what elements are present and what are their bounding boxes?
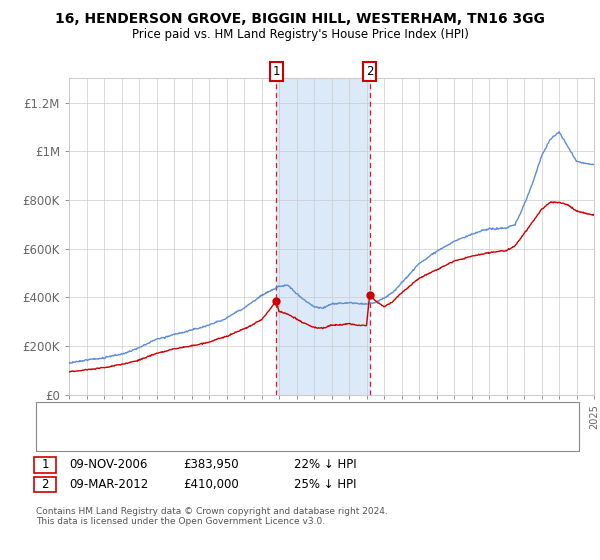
Text: 2: 2 <box>41 478 49 491</box>
Text: 16, HENDERSON GROVE, BIGGIN HILL, WESTERHAM, TN16 3GG (detached house): 16, HENDERSON GROVE, BIGGIN HILL, WESTER… <box>68 410 492 421</box>
Text: 09-MAR-2012: 09-MAR-2012 <box>69 478 148 491</box>
Text: —: — <box>45 408 61 423</box>
Text: 16, HENDERSON GROVE, BIGGIN HILL, WESTERHAM, TN16 3GG: 16, HENDERSON GROVE, BIGGIN HILL, WESTER… <box>55 12 545 26</box>
Text: 22% ↓ HPI: 22% ↓ HPI <box>294 458 356 472</box>
Text: 2: 2 <box>366 66 373 78</box>
Text: HPI: Average price, detached house, Bromley: HPI: Average price, detached house, Brom… <box>68 433 304 444</box>
Text: 25% ↓ HPI: 25% ↓ HPI <box>294 478 356 491</box>
Text: £410,000: £410,000 <box>183 478 239 491</box>
Text: Price paid vs. HM Land Registry's House Price Index (HPI): Price paid vs. HM Land Registry's House … <box>131 28 469 41</box>
Text: 1: 1 <box>41 458 49 472</box>
Text: —: — <box>45 431 61 446</box>
Text: £383,950: £383,950 <box>183 458 239 472</box>
Text: 1: 1 <box>272 66 280 78</box>
Text: Contains HM Land Registry data © Crown copyright and database right 2024.
This d: Contains HM Land Registry data © Crown c… <box>36 507 388 526</box>
Bar <box>277 78 370 395</box>
Text: 09-NOV-2006: 09-NOV-2006 <box>69 458 148 472</box>
